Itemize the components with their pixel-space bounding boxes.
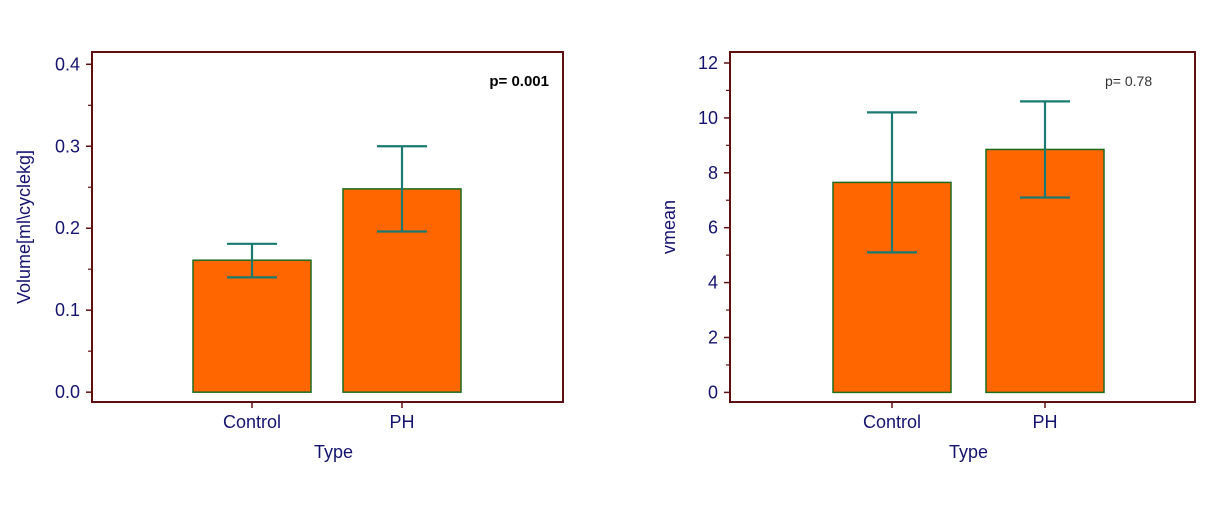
- x-axis-label: Type: [314, 442, 353, 462]
- y-tick-label: 0.2: [55, 218, 80, 238]
- plot-frame: [729, 51, 1196, 403]
- y-axis-label: vmean: [659, 200, 679, 254]
- chart-panel-1: 0.0 0.1 0.2 0.3 0.4 Control PH Type Volume[ml\cy…: [14, 51, 564, 462]
- p-value-annotation: p= 0.001: [489, 73, 549, 90]
- error-bar-ph: [377, 145, 427, 233]
- y-tick-label: 0.4: [55, 54, 80, 74]
- y-axis-label: Volume[ml\cyclekg]: [14, 150, 34, 304]
- x-tick-label-ph: PH: [389, 412, 414, 432]
- x-tick-label-control: Control: [223, 412, 281, 432]
- y-tick-label: 2: [708, 327, 718, 347]
- p-value-annotation: p= 0.78: [1105, 73, 1152, 89]
- y-tick-label: 0: [708, 382, 718, 402]
- error-bar-control: [867, 111, 917, 254]
- x-tick-label-ph: PH: [1032, 412, 1057, 432]
- plot-frame: [91, 51, 564, 403]
- chart-panel-2: 0 2 4 6 8 10 12 Control PH Type vmean p= 0.78: [659, 51, 1196, 462]
- y-tick-label: 0.0: [55, 382, 80, 402]
- bar-control: [192, 259, 312, 393]
- error-bar-ph: [1020, 100, 1070, 199]
- y-tick-label: 6: [708, 218, 718, 238]
- y-tick-label: 0.3: [55, 136, 80, 156]
- y-tick-label: 12: [698, 53, 718, 73]
- y-tick-label: 10: [698, 108, 718, 128]
- error-bar-control: [227, 242, 277, 279]
- x-axis-label: Type: [949, 442, 988, 462]
- x-tick-label-control: Control: [863, 412, 921, 432]
- y-tick-label: 8: [708, 163, 718, 183]
- y-tick-label: 4: [708, 273, 718, 293]
- y-tick-label: 0.1: [55, 300, 80, 320]
